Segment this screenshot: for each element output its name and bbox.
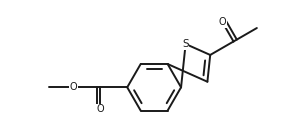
- Text: O: O: [69, 82, 77, 92]
- Text: O: O: [219, 17, 226, 27]
- Text: S: S: [182, 39, 189, 49]
- Text: O: O: [96, 104, 104, 114]
